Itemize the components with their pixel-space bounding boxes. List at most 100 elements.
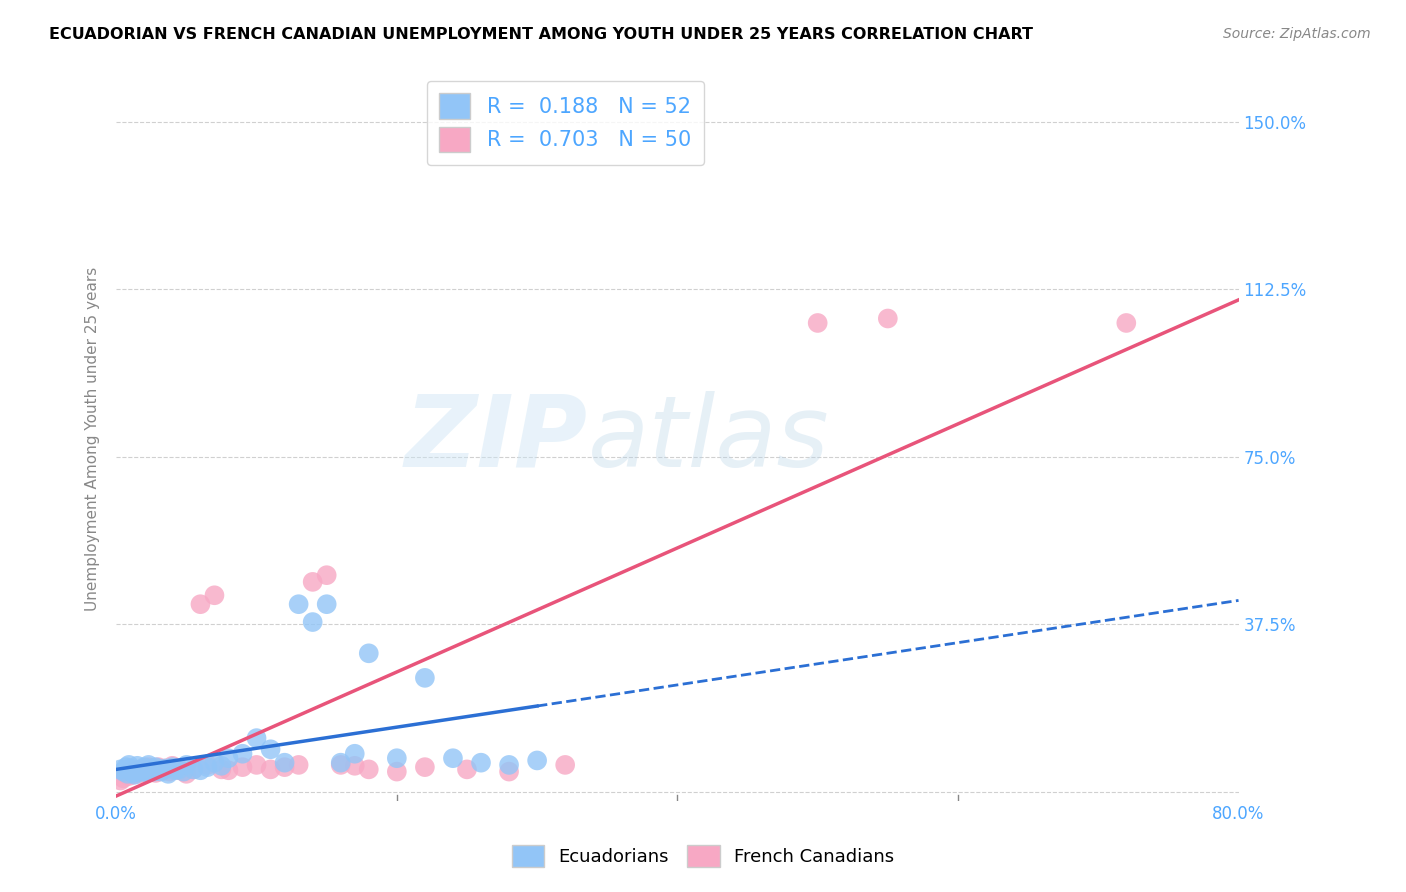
Point bbox=[470, 756, 492, 770]
Point bbox=[329, 756, 352, 770]
Point bbox=[197, 758, 219, 772]
Point bbox=[218, 751, 240, 765]
Point bbox=[131, 763, 153, 777]
Point bbox=[134, 760, 156, 774]
Point bbox=[128, 767, 150, 781]
Y-axis label: Unemployment Among Youth under 25 years: Unemployment Among Youth under 25 years bbox=[86, 267, 100, 611]
Point bbox=[343, 747, 366, 761]
Point bbox=[441, 751, 464, 765]
Point bbox=[231, 747, 253, 761]
Point bbox=[150, 764, 173, 779]
Point bbox=[148, 760, 170, 774]
Point bbox=[157, 767, 180, 781]
Point bbox=[385, 764, 408, 779]
Point bbox=[315, 597, 337, 611]
Point bbox=[122, 768, 145, 782]
Point bbox=[152, 764, 174, 778]
Point bbox=[218, 764, 240, 778]
Point bbox=[141, 763, 163, 777]
Point bbox=[1115, 316, 1137, 330]
Text: atlas: atlas bbox=[588, 391, 830, 488]
Point bbox=[120, 764, 142, 779]
Point bbox=[148, 763, 170, 777]
Point bbox=[124, 766, 146, 780]
Point bbox=[136, 766, 159, 780]
Point bbox=[169, 764, 191, 778]
Point bbox=[165, 763, 187, 777]
Point bbox=[117, 767, 139, 781]
Point bbox=[138, 760, 160, 774]
Point bbox=[197, 760, 219, 774]
Point bbox=[127, 764, 149, 778]
Point bbox=[176, 767, 198, 781]
Point bbox=[110, 773, 132, 788]
Point bbox=[204, 756, 226, 770]
Point bbox=[150, 764, 173, 778]
Point bbox=[155, 762, 177, 776]
Point bbox=[190, 597, 212, 611]
Point bbox=[118, 758, 141, 772]
Point bbox=[413, 671, 436, 685]
Point bbox=[173, 764, 195, 779]
Point bbox=[135, 764, 157, 778]
Point bbox=[165, 764, 187, 778]
Point bbox=[112, 764, 135, 779]
Text: ECUADORIAN VS FRENCH CANADIAN UNEMPLOYMENT AMONG YOUTH UNDER 25 YEARS CORRELATIO: ECUADORIAN VS FRENCH CANADIAN UNEMPLOYME… bbox=[49, 27, 1033, 42]
Point bbox=[259, 763, 281, 777]
Point bbox=[127, 759, 149, 773]
Point bbox=[273, 760, 295, 774]
Text: Source: ZipAtlas.com: Source: ZipAtlas.com bbox=[1223, 27, 1371, 41]
Point bbox=[301, 574, 323, 589]
Point bbox=[115, 767, 138, 781]
Point bbox=[413, 760, 436, 774]
Point bbox=[183, 763, 205, 777]
Point bbox=[155, 762, 177, 776]
Point bbox=[128, 765, 150, 780]
Point bbox=[287, 758, 309, 772]
Point bbox=[135, 764, 157, 778]
Point bbox=[498, 764, 520, 779]
Point bbox=[122, 766, 145, 780]
Point bbox=[145, 766, 167, 780]
Point bbox=[231, 760, 253, 774]
Point bbox=[329, 758, 352, 772]
Point bbox=[110, 763, 132, 777]
Point bbox=[169, 763, 191, 777]
Point bbox=[211, 763, 233, 777]
Point bbox=[498, 758, 520, 772]
Point bbox=[315, 568, 337, 582]
Point bbox=[121, 764, 143, 778]
Point bbox=[132, 764, 155, 779]
Point bbox=[115, 760, 138, 774]
Text: ZIP: ZIP bbox=[405, 391, 588, 488]
Point bbox=[118, 769, 141, 783]
Point bbox=[876, 311, 898, 326]
Point bbox=[176, 758, 198, 772]
Point bbox=[145, 760, 167, 774]
Point bbox=[132, 764, 155, 779]
Point bbox=[141, 764, 163, 779]
Legend: Ecuadorians, French Canadians: Ecuadorians, French Canadians bbox=[505, 838, 901, 874]
Point bbox=[301, 615, 323, 629]
Point bbox=[245, 731, 267, 745]
Point bbox=[245, 758, 267, 772]
Point bbox=[273, 756, 295, 770]
Point bbox=[554, 758, 576, 772]
Point bbox=[173, 764, 195, 779]
Point bbox=[259, 742, 281, 756]
Point bbox=[159, 764, 181, 779]
Legend: R =  0.188   N = 52, R =  0.703   N = 50: R = 0.188 N = 52, R = 0.703 N = 50 bbox=[426, 80, 704, 165]
Point bbox=[211, 759, 233, 773]
Point bbox=[162, 760, 184, 774]
Point bbox=[138, 758, 160, 772]
Point bbox=[190, 764, 212, 778]
Point bbox=[162, 759, 184, 773]
Point bbox=[143, 764, 166, 779]
Point bbox=[112, 772, 135, 786]
Point bbox=[456, 763, 478, 777]
Point bbox=[131, 763, 153, 777]
Point bbox=[357, 646, 380, 660]
Point bbox=[143, 763, 166, 777]
Point bbox=[204, 588, 226, 602]
Point bbox=[343, 759, 366, 773]
